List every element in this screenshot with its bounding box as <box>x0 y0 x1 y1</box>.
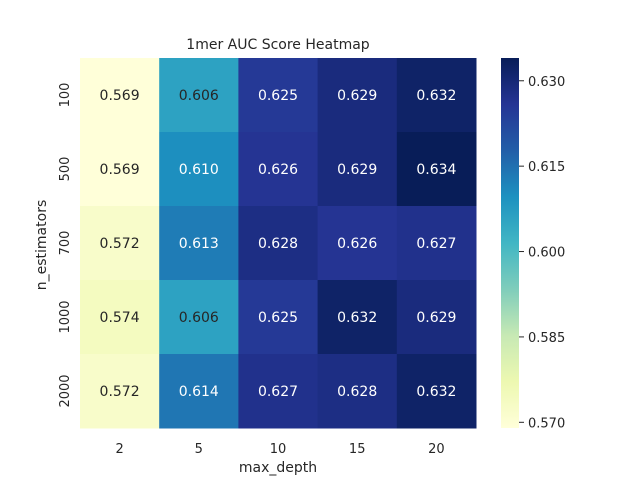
heatmap-cell <box>396 206 477 281</box>
x-tick-label: 2 <box>115 442 123 457</box>
cell-value-label: 0.632 <box>416 88 456 104</box>
cell-value-label: 0.626 <box>337 236 377 252</box>
cell-value-label: 0.569 <box>100 88 140 104</box>
cell-value-label: 0.569 <box>100 162 140 178</box>
y-tick-label: 500 <box>58 157 73 182</box>
cell-value-label: 0.613 <box>179 236 219 252</box>
x-tick-label: 20 <box>428 442 445 457</box>
cell-value-label: 0.614 <box>179 384 219 400</box>
heatmap-cell <box>238 206 319 281</box>
heatmap-cells: 0.569 0.606 0.625 0.629 0.632 0.569 0.610 0.626… <box>80 58 477 429</box>
cell-value-label: 0.629 <box>337 88 377 104</box>
heatmap-cell <box>396 354 477 429</box>
cell-value-label: 0.628 <box>337 384 377 400</box>
heatmap-cell <box>238 354 319 429</box>
heatmap-cell <box>80 206 160 281</box>
heatmap-cell <box>80 354 160 429</box>
y-tick-label: 100 <box>58 83 73 108</box>
y-tick-label: 1000 <box>58 300 73 333</box>
heatmap-cell <box>317 58 398 133</box>
heatmap-cell <box>80 132 160 207</box>
x-tick-label: 5 <box>195 442 203 457</box>
heatmap-cell <box>159 280 239 355</box>
heatmap-cell <box>317 354 398 429</box>
colorbar-tick-label: 0.615 <box>528 160 565 175</box>
x-tick-label: 10 <box>270 442 287 457</box>
heatmap-cell <box>159 58 239 133</box>
cell-value-label: 0.627 <box>416 236 456 252</box>
cell-value-label: 0.572 <box>100 236 140 252</box>
colorbar-tick-label: 0.600 <box>528 246 565 261</box>
heatmap-cell <box>159 206 239 281</box>
heatmap-cell <box>238 280 319 355</box>
heatmap-cell <box>396 58 477 133</box>
heatmap-cell <box>317 132 398 207</box>
cell-value-label: 0.625 <box>258 88 298 104</box>
heatmap-cell <box>238 132 319 207</box>
cell-value-label: 0.625 <box>258 310 298 326</box>
heatmap-cell <box>80 280 160 355</box>
colorbar-ticks: 0.570 0.585 0.600 0.615 0.630 <box>519 75 565 431</box>
heatmap-cell <box>396 280 477 355</box>
x-tick-label: 15 <box>349 442 366 457</box>
cell-value-label: 0.629 <box>416 310 456 326</box>
cell-value-label: 0.634 <box>416 162 456 178</box>
cell-value-label: 0.632 <box>337 310 377 326</box>
cell-value-label: 0.626 <box>258 162 298 178</box>
colorbar <box>501 58 519 428</box>
cell-value-label: 0.606 <box>179 310 219 326</box>
cell-value-label: 0.628 <box>258 236 298 252</box>
cell-value-label: 0.610 <box>179 162 219 178</box>
cell-value-label: 0.632 <box>416 384 456 400</box>
cell-value-label: 0.572 <box>100 384 140 400</box>
y-tick-label: 700 <box>58 231 73 256</box>
heatmap-cell <box>80 58 160 133</box>
x-axis-ticks: 2 5 10 15 20 <box>115 442 444 457</box>
colorbar-tick-label: 0.570 <box>528 416 565 431</box>
heatmap-cell <box>396 132 477 207</box>
heatmap-cell <box>159 354 239 429</box>
cell-value-label: 0.629 <box>337 162 377 178</box>
heatmap-cell <box>317 206 398 281</box>
heatmap-cell <box>159 132 239 207</box>
heatmap-cell <box>238 58 319 133</box>
cell-value-label: 0.606 <box>179 88 219 104</box>
cell-value-label: 0.627 <box>258 384 298 400</box>
y-axis-ticks: 100 500 700 1000 2000 <box>58 83 73 408</box>
chart-title: 1mer AUC Score Heatmap <box>186 37 370 53</box>
cell-value-label: 0.574 <box>100 310 140 326</box>
x-axis-label: max_depth <box>239 460 317 476</box>
y-axis-label: n_estimators <box>34 200 50 290</box>
y-tick-label: 2000 <box>58 374 73 407</box>
colorbar-tick-label: 0.585 <box>528 331 565 346</box>
colorbar-tick-label: 0.630 <box>528 75 565 90</box>
heatmap-cell <box>317 280 398 355</box>
